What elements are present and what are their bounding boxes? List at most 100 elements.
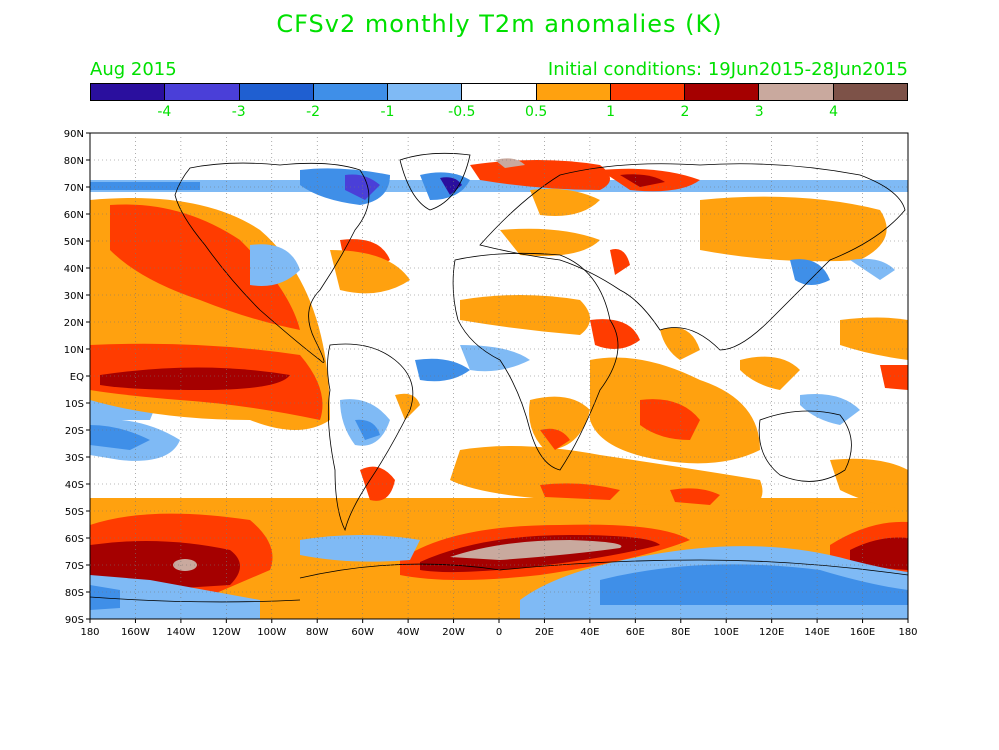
lon-label: 180 — [80, 627, 99, 638]
anomaly-region — [110, 204, 300, 330]
anomaly-region — [660, 327, 700, 360]
color-legend — [90, 83, 908, 101]
anomaly-region — [590, 319, 640, 349]
lat-label: 70N — [64, 183, 84, 194]
anomaly-region — [90, 541, 240, 590]
lat-label: 10N — [64, 345, 84, 356]
lat-label: 30N — [64, 291, 84, 302]
lat-label: 70S — [65, 561, 84, 572]
lon-label: 60W — [351, 627, 374, 638]
initial-conditions: Initial conditions: 19Jun2015-28Jun2015 — [547, 59, 908, 80]
lon-label: 100W — [257, 627, 286, 638]
anomaly-region — [100, 367, 290, 390]
lat-label: 90N — [64, 129, 84, 140]
coastline — [89, 596, 301, 603]
latitude-axis: 90N 80N 70N 60N 50N 40N 30N 20N 10N EQ 10S 20S 30S 40… — [64, 129, 90, 626]
lat-label: 20S — [65, 426, 84, 437]
lat-label: EQ — [70, 372, 84, 383]
legend-swatch — [91, 84, 166, 100]
coastline — [479, 163, 906, 351]
lon-label: 20E — [535, 627, 554, 638]
legend-label: -1 — [380, 104, 395, 120]
legend-label: 0.5 — [525, 104, 548, 120]
lon-label: 140W — [166, 627, 195, 638]
lon-label: 20W — [442, 627, 465, 638]
lat-label: 40S — [65, 480, 84, 491]
lon-label: 0 — [496, 627, 502, 638]
lon-label: 160W — [121, 627, 150, 638]
lat-label: 80S — [65, 588, 84, 599]
lon-label: 180 — [898, 627, 917, 638]
lat-label: 10S — [65, 399, 84, 410]
lat-label: 60N — [64, 210, 84, 221]
legend-label: 4 — [829, 104, 839, 120]
anomaly-region — [355, 419, 380, 440]
anomaly-region — [840, 317, 908, 360]
anomaly-region — [90, 182, 200, 190]
anomaly-region — [173, 559, 197, 571]
coastline — [399, 152, 471, 211]
legend-label: -3 — [231, 104, 246, 120]
anomaly-region — [600, 564, 908, 605]
legend-label: -2 — [306, 104, 321, 120]
anomaly-region — [330, 250, 410, 294]
legend-swatch — [388, 84, 463, 100]
anomaly-region — [850, 258, 895, 280]
anomaly-region — [460, 295, 590, 335]
coastline — [452, 252, 619, 471]
anomaly-region — [415, 358, 470, 382]
legend-swatch — [759, 84, 834, 100]
coastlines — [89, 152, 909, 603]
lon-label: 60E — [626, 627, 645, 638]
anomaly-region — [850, 537, 908, 570]
anomaly-region — [395, 393, 420, 420]
anomaly-region — [620, 174, 665, 187]
anomaly-region — [90, 585, 120, 610]
anomaly-region — [495, 158, 525, 168]
coastline — [327, 343, 414, 532]
lat-label: 90S — [65, 615, 84, 626]
anomaly-region — [790, 259, 830, 285]
lon-label: 40E — [580, 627, 599, 638]
anomaly-region — [670, 488, 720, 505]
lat-label: 50S — [65, 507, 84, 518]
legend-swatch — [313, 84, 389, 100]
lat-label: 50N — [64, 237, 84, 248]
anomaly-region — [90, 425, 150, 450]
lon-label: 80W — [306, 627, 329, 638]
valid-month: Aug 2015 — [90, 59, 177, 80]
anomaly-region — [540, 428, 570, 450]
legend-label: 3 — [754, 104, 764, 120]
graticule — [90, 133, 908, 619]
legend-swatch — [462, 84, 537, 100]
anomaly-region — [540, 483, 620, 500]
lat-label: 40N — [64, 264, 84, 275]
anomaly-region — [250, 244, 300, 286]
lon-label: 40W — [397, 627, 420, 638]
anomaly-region — [700, 196, 887, 262]
legend-label: -0.5 — [448, 104, 476, 120]
anomaly-region — [800, 394, 860, 425]
lat-label: 30S — [65, 453, 84, 464]
anomaly-region — [610, 249, 630, 275]
lon-label: 120E — [759, 627, 784, 638]
anomaly-region — [360, 466, 395, 501]
anomaly-region — [440, 177, 462, 195]
legend-swatch — [165, 84, 240, 100]
anomaly-region — [880, 365, 908, 390]
anomaly-region — [90, 575, 260, 619]
coastline — [758, 410, 852, 482]
anomaly-region — [300, 535, 420, 562]
anomaly-region — [460, 345, 530, 372]
lon-label: 120W — [212, 627, 241, 638]
legend-swatch — [610, 84, 686, 100]
longitude-axis: 180 160W 140W 120W 100W 80W 60W 40W 20W 0 20E 40E 60… — [80, 619, 918, 638]
legend-swatch — [833, 84, 907, 100]
legend-swatch — [536, 84, 611, 100]
lon-label: 140E — [804, 627, 829, 638]
coastline — [174, 162, 370, 363]
legend-label: 1 — [606, 104, 615, 120]
anomaly-region — [450, 540, 622, 560]
lon-label: 160E — [850, 627, 875, 638]
